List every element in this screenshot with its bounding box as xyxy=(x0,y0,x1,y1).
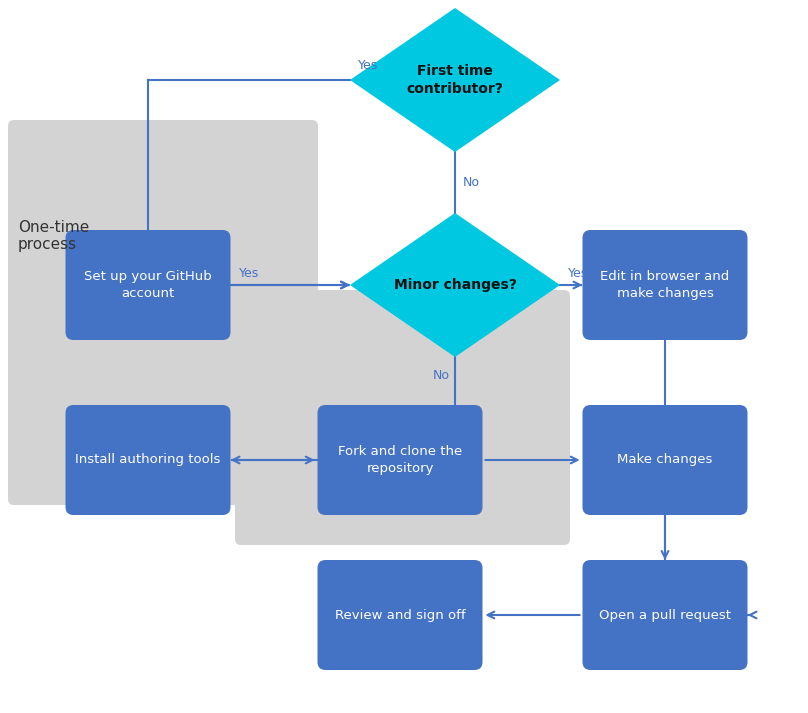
Text: Make changes: Make changes xyxy=(617,453,713,466)
Text: First time
contributor?: First time contributor? xyxy=(406,64,503,96)
Text: Set up your GitHub
account: Set up your GitHub account xyxy=(84,270,212,299)
Text: Fork and clone the
repository: Fork and clone the repository xyxy=(338,445,462,475)
Text: No: No xyxy=(463,176,480,189)
Text: Open a pull request: Open a pull request xyxy=(599,608,731,622)
Text: Install authoring tools: Install authoring tools xyxy=(75,453,221,466)
FancyBboxPatch shape xyxy=(583,230,747,340)
Polygon shape xyxy=(350,213,560,357)
Text: Review and sign off: Review and sign off xyxy=(335,608,465,622)
FancyBboxPatch shape xyxy=(583,560,747,670)
FancyBboxPatch shape xyxy=(65,230,230,340)
FancyBboxPatch shape xyxy=(235,290,570,545)
FancyBboxPatch shape xyxy=(65,405,230,515)
FancyBboxPatch shape xyxy=(318,560,482,670)
Text: One-time
process: One-time process xyxy=(18,220,89,252)
Text: Yes: Yes xyxy=(568,267,588,280)
Text: Edit in browser and
make changes: Edit in browser and make changes xyxy=(600,270,730,299)
Text: Yes: Yes xyxy=(238,267,259,280)
FancyBboxPatch shape xyxy=(8,120,318,505)
FancyBboxPatch shape xyxy=(583,405,747,515)
Text: Minor changes?: Minor changes? xyxy=(393,278,516,292)
FancyBboxPatch shape xyxy=(318,405,482,515)
Text: Yes: Yes xyxy=(358,59,378,72)
Text: No: No xyxy=(433,369,450,382)
Polygon shape xyxy=(350,8,560,152)
